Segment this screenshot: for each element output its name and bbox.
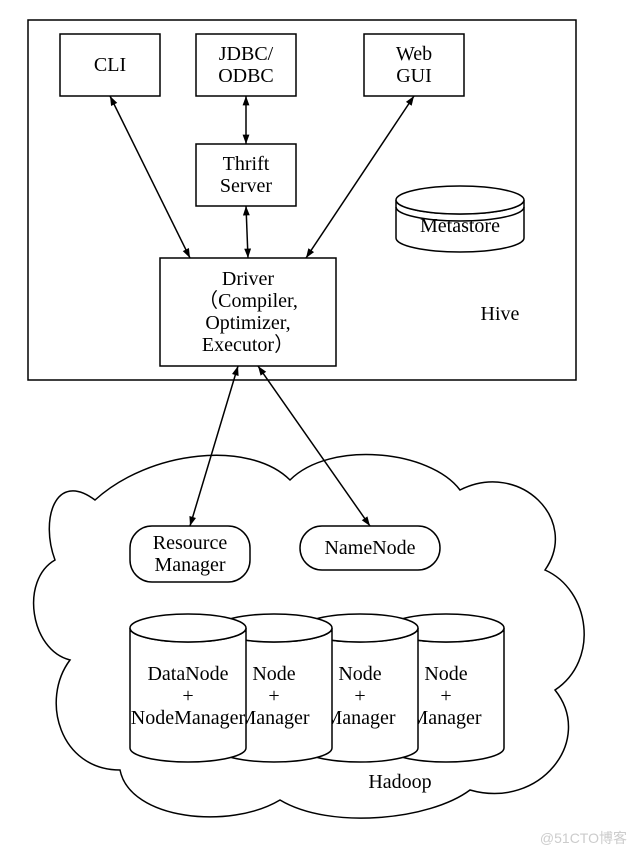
metastore-label: Metastore (420, 215, 500, 237)
jdbc-odbc-label: JDBC/ODBC (218, 43, 274, 87)
cli-label: CLI (94, 54, 126, 76)
web-gui-label: WebGUI (396, 43, 432, 87)
namenode-label: NameNode (324, 537, 415, 559)
resource-manager-label: ResourceManager (153, 532, 228, 576)
hive-label: Hive (481, 303, 520, 325)
thrift-server-label: ThriftServer (220, 153, 273, 197)
hadoop-label: Hadoop (368, 771, 431, 793)
watermark: @51CTO博客 (540, 830, 627, 846)
